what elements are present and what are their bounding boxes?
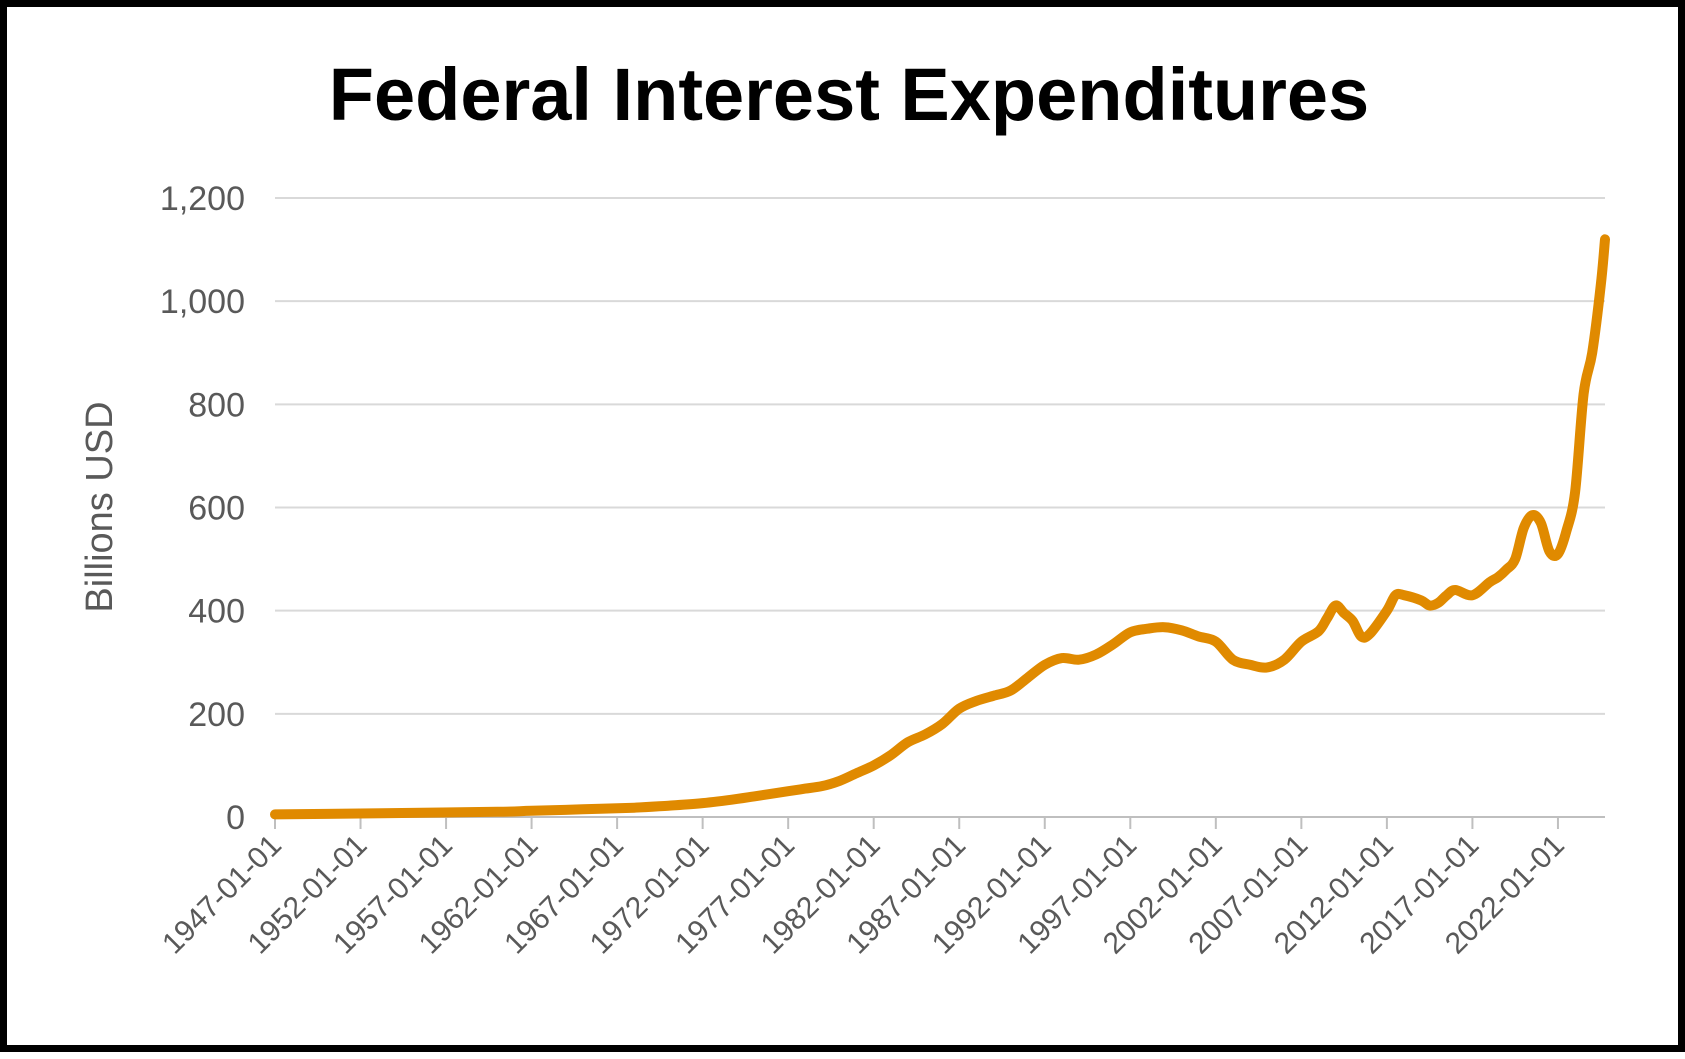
y-tick-label: 0 [226, 799, 245, 837]
gridlines [275, 197, 1605, 818]
series-line [270, 234, 1610, 820]
chart-title: Federal Interest Expenditures [329, 53, 1369, 136]
series-layer [270, 234, 1610, 820]
y-tick-label: 600 [188, 490, 245, 528]
y-tick-label: 800 [188, 386, 245, 424]
y-tick-label: 1,200 [160, 180, 245, 218]
y-tick-label: 200 [188, 696, 245, 734]
chart: Federal Interest Expenditures Billions U… [79, 53, 1610, 960]
y-tick-label: 400 [188, 593, 245, 631]
y-axis-title: Billions USD [79, 401, 121, 612]
y-tick-label: 1,000 [160, 283, 245, 321]
y-axis-ticks: 0 200 400 600 800 1,000 1,200 [160, 180, 245, 837]
x-axis-ticks: 1947-01-011952-01-011957-01-011962-01-01… [156, 817, 1571, 960]
